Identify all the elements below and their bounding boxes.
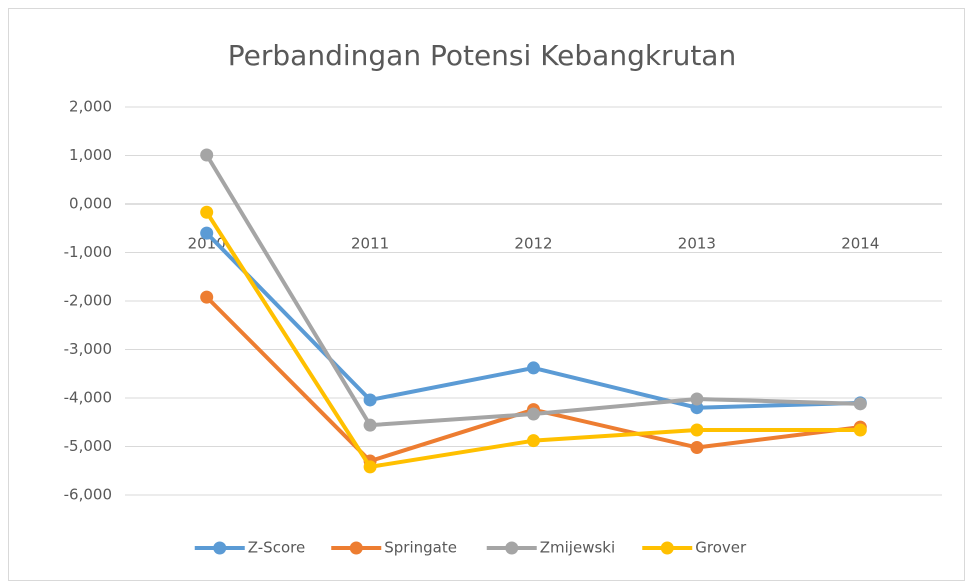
legend-marker — [505, 541, 519, 555]
data-point — [200, 205, 214, 219]
data-point — [527, 434, 540, 448]
y-tick-label: -6,000 — [64, 486, 112, 504]
y-tick-label: -2,000 — [64, 292, 112, 310]
y-tick-label: -3,000 — [64, 340, 112, 358]
data-point — [690, 423, 704, 437]
data-point — [363, 393, 377, 407]
x-tick-label: 2010 — [188, 235, 226, 253]
data-point — [527, 407, 540, 421]
data-point — [200, 148, 214, 162]
data-point — [363, 418, 377, 432]
y-tick-label: 2,000 — [69, 98, 112, 116]
data-point — [527, 361, 540, 375]
x-tick-label: 2013 — [678, 235, 716, 253]
data-point — [363, 460, 377, 474]
legend-marker — [660, 541, 674, 555]
legend-marker — [349, 541, 363, 555]
x-tick-label: 2011 — [351, 235, 389, 253]
data-point — [853, 397, 867, 411]
data-point — [853, 423, 867, 437]
y-tick-label: 1,000 — [69, 146, 112, 164]
x-tick-label: 2012 — [514, 235, 552, 253]
data-point — [200, 290, 214, 304]
legend-label: Zmijewski — [540, 539, 615, 557]
legend-marker — [213, 541, 227, 555]
legend-label: Springate — [384, 539, 457, 557]
y-tick-label: -4,000 — [64, 389, 112, 407]
chart-title: Perbandingan Potensi Kebangkrutan — [228, 39, 736, 72]
data-point — [690, 440, 704, 454]
y-tick-label: -5,000 — [64, 437, 112, 455]
data-point — [200, 226, 214, 240]
x-tick-label: 2014 — [841, 235, 879, 253]
legend-label: Z-Score — [248, 539, 305, 557]
y-tick-label: 0,000 — [69, 195, 112, 213]
chart-border — [8, 8, 965, 581]
legend-label: Grover — [695, 539, 747, 557]
data-point — [690, 392, 704, 406]
y-tick-label: -1,000 — [64, 243, 112, 261]
